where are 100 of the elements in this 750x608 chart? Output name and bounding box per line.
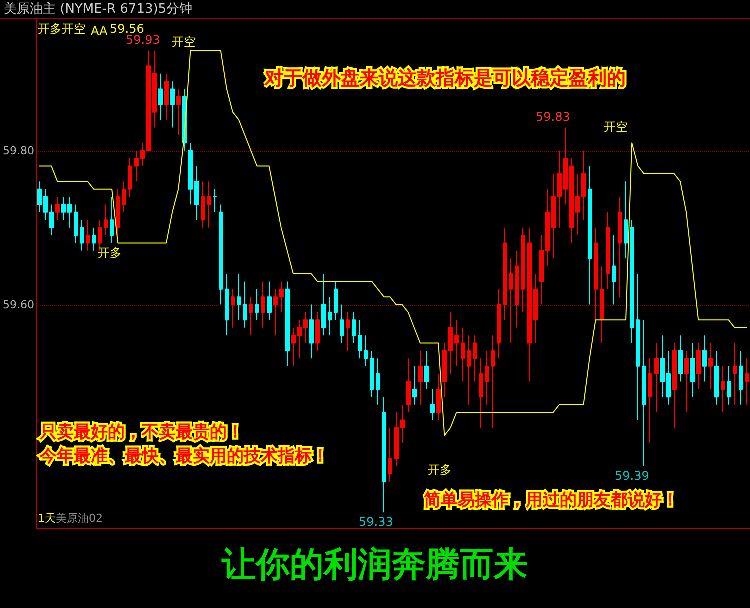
candlestick: [727, 366, 731, 406]
candlestick: [509, 258, 513, 344]
candlestick: [249, 296, 253, 336]
candlestick: [315, 312, 320, 352]
chart-title: 美原油主 (NYME-R 6713)5分钟: [4, 1, 193, 17]
candlestick: [92, 227, 96, 252]
candlestick: [406, 358, 411, 414]
annotation: 1天: [38, 512, 56, 525]
candlestick: [346, 312, 350, 352]
candlestick: [176, 88, 181, 136]
candlestick: [158, 73, 163, 121]
y-tick-label: 59.80: [2, 144, 34, 158]
candlestick: [678, 335, 683, 382]
candlestick: [376, 358, 380, 406]
candlestick: [606, 212, 610, 290]
candlestick: [243, 281, 247, 328]
candlestick: [309, 304, 314, 360]
candlestick: [164, 73, 169, 121]
candlestick: [600, 266, 604, 344]
candlestick: [588, 166, 592, 306]
annotation: 开空: [172, 35, 196, 49]
candlestick: [739, 350, 743, 406]
annotation: 对于做外盘来说这款指标是可以稳定盈利的: [264, 68, 626, 90]
text: AA: [91, 24, 109, 38]
candlestick: [467, 335, 471, 406]
candlestick: [473, 335, 477, 382]
candlestick: [497, 288, 501, 360]
candlestick: [430, 388, 435, 421]
candlestick: [122, 181, 126, 213]
candlestick: [491, 335, 495, 428]
candlestick: [352, 312, 356, 344]
candlestick: [702, 335, 707, 382]
candlestick: [696, 342, 701, 390]
annotation: 59.83: [536, 110, 570, 124]
candlestick: [594, 227, 598, 321]
candlestick: [714, 350, 719, 406]
candlestick: [630, 220, 634, 344]
candlestick: [237, 274, 241, 321]
candlestick: [334, 281, 338, 321]
annotation: 开空: [604, 120, 628, 134]
y-tick-label: 59.60: [2, 298, 34, 312]
candlestick: [436, 374, 441, 421]
candlestick: [503, 227, 507, 321]
candlestick: [55, 196, 60, 221]
candlestick: [267, 281, 272, 321]
candlestick: [708, 342, 713, 390]
annotation: 59.93: [126, 33, 160, 47]
candlestick: [358, 320, 362, 360]
candlestick: [485, 350, 489, 406]
annotation: 今年最准、最快、最实用的技术指标！: [39, 446, 329, 466]
candlestick: [213, 188, 217, 213]
candlestick: [654, 342, 659, 414]
candlestick: [261, 281, 265, 328]
candlestick: [225, 274, 229, 336]
annotation: 59.33: [359, 515, 394, 529]
candlestick: [364, 335, 368, 367]
annotation: 美原油02: [56, 512, 103, 525]
candlestick: [80, 220, 84, 252]
candlestick: [690, 342, 695, 398]
candlestick: [424, 350, 429, 390]
candlestick: [745, 358, 749, 406]
candlestick: [624, 181, 628, 260]
candlestick: [684, 350, 689, 414]
candlestick: [116, 188, 120, 236]
candlestick: [648, 358, 652, 444]
legend-title: 开多开空: [38, 22, 86, 36]
candlestick: [285, 281, 290, 367]
annotation: 简单易操作，用过的朋友都说好！: [423, 490, 679, 510]
candlestick: [219, 204, 223, 306]
candlestick: [636, 274, 640, 421]
candlestick: [321, 274, 326, 336]
candlestick: [128, 158, 132, 198]
annotation: 59.39: [615, 469, 650, 483]
candlestick: [733, 342, 737, 406]
candlestick: [515, 250, 519, 328]
candlestick: [110, 196, 114, 244]
candlestick: [521, 227, 525, 313]
text: 让你的利润奔腾而来: [221, 545, 528, 585]
candlestick: [86, 220, 90, 252]
candlestick: [231, 288, 235, 328]
candlestick: [255, 288, 259, 321]
candlestick: [370, 350, 374, 398]
annotation: 只卖最好的，不卖最贵的！: [39, 422, 244, 442]
candlestick: [642, 320, 646, 467]
candlestick: [721, 366, 725, 414]
candlestick: [328, 296, 332, 336]
candlestick: [418, 350, 423, 406]
candlestick: [201, 181, 205, 228]
annotation: 开多: [428, 463, 452, 477]
candlestick: [74, 204, 78, 244]
candlestick: [479, 358, 483, 428]
candlestick: [618, 196, 622, 298]
annotation: 开多: [98, 246, 122, 260]
annotation: 59.56: [110, 22, 144, 36]
candlestick: [382, 396, 386, 514]
candlestick: [207, 181, 211, 228]
candlestick: [612, 235, 616, 306]
candlestick: [461, 327, 465, 382]
candlestick: [672, 342, 677, 428]
candlestick: [104, 204, 108, 236]
